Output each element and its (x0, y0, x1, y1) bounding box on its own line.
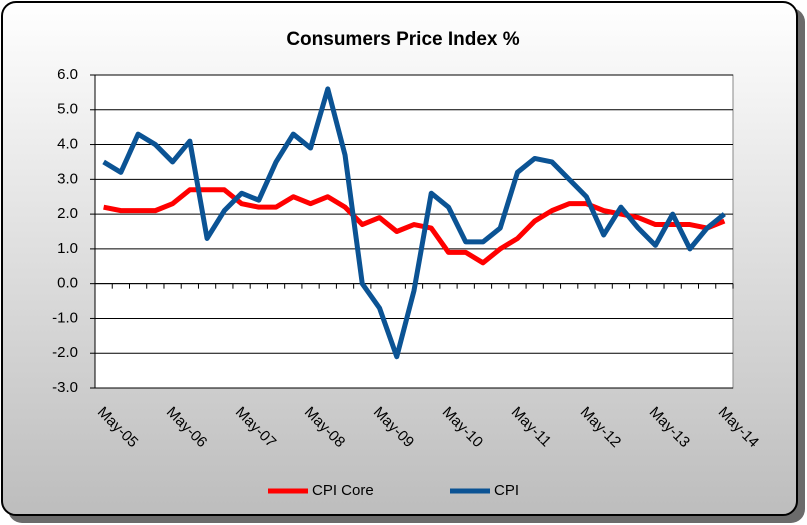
y-tick-label: -3.0 (52, 379, 78, 396)
data-line (103, 187, 726, 266)
y-tick-label: -1.0 (52, 309, 78, 326)
legend-label: CPI Core (312, 482, 374, 499)
legend-label: CPI (494, 482, 519, 499)
y-tick-label: 4.0 (57, 136, 78, 153)
y-tick-label: 2.0 (57, 205, 78, 222)
chart-title: Consumers Price Index % (286, 29, 519, 50)
y-tick-label: 3.0 (57, 170, 78, 187)
y-tick-label: 0.0 (57, 275, 78, 292)
y-tick-label: 6.0 (57, 66, 78, 83)
y-tick-label: 1.0 (57, 240, 78, 257)
data-line (102, 86, 726, 360)
plot-area (94, 74, 734, 389)
y-tick-label: -2.0 (52, 344, 78, 361)
y-tick-label: 5.0 (57, 101, 78, 118)
